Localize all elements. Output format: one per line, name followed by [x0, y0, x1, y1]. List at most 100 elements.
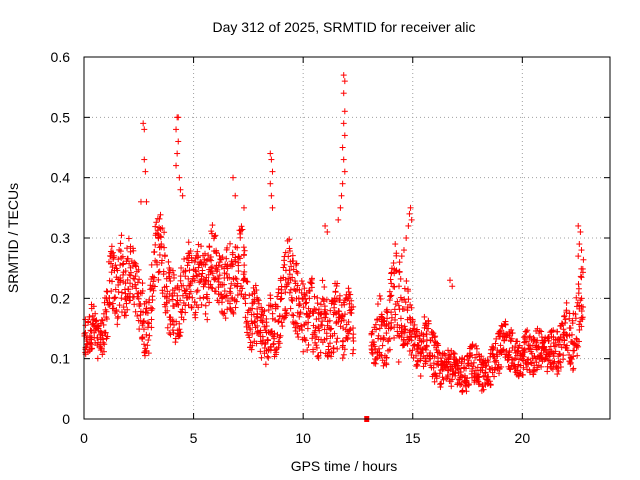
data-point	[375, 345, 382, 352]
data-point	[331, 304, 338, 311]
data-point	[484, 357, 491, 364]
data-point	[395, 302, 402, 309]
data-point	[160, 268, 167, 275]
data-point	[219, 294, 226, 301]
data-point	[131, 259, 138, 266]
data-point	[145, 337, 152, 344]
data-point	[140, 318, 147, 325]
data-point	[578, 323, 585, 330]
data-point	[237, 255, 244, 262]
data-point	[336, 292, 343, 299]
data-point	[212, 288, 219, 295]
data-point	[166, 297, 173, 304]
data-point	[578, 314, 585, 321]
data-point	[212, 232, 219, 239]
data-point	[286, 236, 293, 243]
data-point	[177, 186, 184, 193]
data-point	[401, 285, 408, 292]
data-point	[379, 342, 386, 349]
data-point	[396, 268, 403, 275]
data-point	[210, 235, 217, 242]
data-point	[345, 285, 352, 292]
data-point	[519, 371, 526, 378]
data-point	[186, 267, 193, 274]
data-point	[411, 321, 418, 328]
data-point	[476, 374, 483, 381]
data-point	[206, 244, 213, 251]
data-point	[348, 297, 355, 304]
data-point	[108, 288, 115, 295]
data-point	[311, 329, 318, 336]
data-point	[187, 248, 194, 255]
data-point	[556, 351, 563, 358]
data-point	[191, 277, 198, 284]
data-point	[417, 357, 424, 364]
data-point	[388, 309, 395, 316]
data-point	[240, 251, 247, 258]
data-point	[148, 316, 155, 323]
data-point	[142, 168, 149, 175]
data-point	[99, 317, 106, 324]
data-point	[381, 359, 388, 366]
data-point	[181, 256, 188, 263]
data-point	[338, 192, 345, 199]
data-point	[235, 268, 242, 275]
data-point	[349, 350, 356, 357]
data-point	[521, 346, 528, 353]
data-point	[294, 282, 301, 289]
data-point	[164, 324, 171, 331]
y-tick-label: 0.5	[51, 109, 71, 125]
data-point	[535, 343, 542, 350]
data-point	[127, 269, 134, 276]
y-axis-label: SRMTID / TECUs	[5, 183, 21, 293]
data-point	[541, 344, 548, 351]
data-point	[425, 325, 432, 332]
data-point	[177, 329, 184, 336]
data-point	[237, 234, 244, 241]
data-point	[279, 323, 286, 330]
data-point	[403, 235, 410, 241]
data-point	[151, 283, 158, 290]
data-point	[311, 293, 318, 300]
data-point	[86, 313, 93, 320]
data-point	[378, 321, 385, 328]
data-point	[186, 282, 193, 289]
data-point	[289, 274, 296, 281]
data-point	[176, 174, 183, 181]
data-point	[404, 340, 411, 347]
data-point	[197, 258, 204, 265]
data-point	[324, 352, 331, 359]
data-point	[264, 353, 271, 360]
data-point	[345, 295, 352, 302]
data-point	[145, 350, 152, 357]
data-point	[422, 360, 429, 367]
data-point	[572, 311, 579, 318]
data-point	[111, 295, 118, 302]
data-point	[306, 287, 313, 294]
data-point	[482, 370, 489, 377]
data-point	[566, 315, 573, 322]
data-point	[473, 345, 480, 352]
data-point	[98, 345, 105, 352]
data-point	[322, 306, 329, 313]
data-point	[473, 342, 480, 349]
data-point	[404, 286, 411, 293]
data-point	[104, 333, 111, 340]
data-point	[214, 266, 221, 273]
data-point	[317, 301, 324, 308]
data-point	[251, 319, 258, 326]
data-point	[251, 290, 258, 297]
data-point	[300, 281, 307, 288]
data-point	[387, 276, 394, 283]
data-point	[346, 300, 353, 307]
data-point	[124, 276, 131, 283]
data-point	[550, 327, 557, 334]
data-point	[324, 228, 331, 235]
data-point	[182, 273, 189, 280]
data-point	[241, 268, 248, 275]
data-point	[118, 289, 125, 296]
data-point	[437, 381, 444, 388]
data-point	[120, 304, 127, 311]
data-point	[308, 275, 315, 282]
